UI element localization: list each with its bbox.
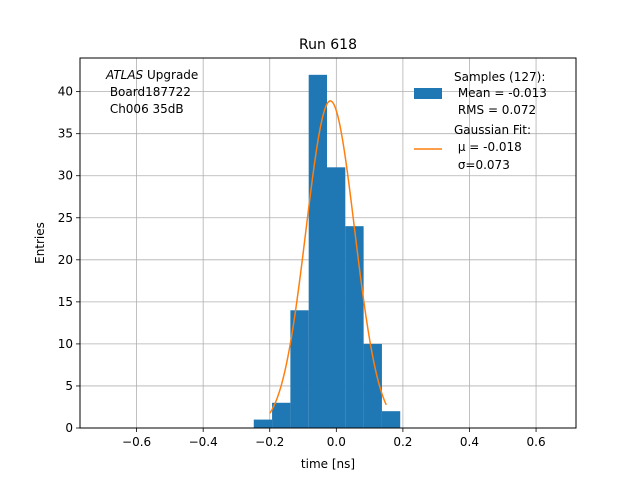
x-axis-label: time [ns] — [301, 457, 355, 471]
y-tick-label: 10 — [58, 337, 73, 351]
legend-fit-mu: μ = -0.018 — [454, 140, 522, 154]
y-tick-label: 5 — [65, 379, 73, 393]
histogram-bar — [290, 310, 309, 428]
y-tick-label: 30 — [58, 169, 73, 183]
x-tick-label: −0.4 — [189, 435, 218, 449]
x-axis-ticks: −0.6 −0.4 −0.2 0.0 0.2 0.4 0.6 — [122, 428, 546, 449]
chart-title: Run 618 — [299, 37, 357, 53]
x-tick-label: 0.0 — [327, 435, 346, 449]
x-tick-label: 0.4 — [460, 435, 479, 449]
annotation-channel: Ch006 35dB — [106, 102, 184, 116]
histogram-bar — [345, 226, 364, 428]
legend-samples-rms: RMS = 0.072 — [454, 103, 536, 117]
annotation-line-1: ATLAS Upgrade — [105, 68, 198, 82]
y-tick-label: 25 — [58, 211, 73, 225]
gaussian-fit-curve — [269, 100, 387, 414]
x-tick-label: 0.2 — [393, 435, 412, 449]
annotation-board: Board187722 — [106, 85, 191, 99]
histogram-bar — [363, 343, 382, 428]
legend-samples-mean: Mean = -0.013 — [454, 86, 547, 100]
x-tick-label: −0.6 — [122, 435, 151, 449]
y-tick-label: 0 — [65, 421, 73, 435]
gaussian-fit — [269, 100, 387, 414]
histogram-bar — [381, 411, 401, 428]
atlas-annotation: ATLAS Upgrade Board187722 Ch006 35dB — [105, 68, 198, 116]
histogram-bars — [253, 74, 401, 429]
annotation-atlas: ATLAS — [105, 68, 144, 82]
legend-fit-sigma: σ=0.073 — [454, 158, 510, 172]
y-tick-label: 15 — [58, 295, 73, 309]
histogram-bar — [327, 167, 346, 428]
y-axis-ticks: 0 5 10 15 20 25 30 35 40 — [58, 85, 80, 435]
y-tick-label: 35 — [58, 127, 73, 141]
x-tick-label: 0.6 — [527, 435, 546, 449]
annotation-upgrade: Upgrade — [143, 68, 198, 82]
histogram-bar — [308, 74, 328, 429]
legend-fit-label: Gaussian Fit: — [454, 123, 531, 137]
histogram-bar — [272, 402, 291, 428]
y-axis-label: Entries — [33, 222, 47, 264]
legend-samples-swatch — [414, 88, 442, 99]
x-tick-label: −0.2 — [255, 435, 284, 449]
histogram-bar — [253, 419, 273, 428]
plot-frame — [79, 57, 577, 429]
legend-samples-label: Samples (127): — [454, 70, 545, 84]
y-tick-label: 40 — [58, 85, 73, 99]
legend: Samples (127): Mean = -0.013 RMS = 0.072… — [414, 70, 547, 172]
y-tick-label: 20 — [58, 253, 73, 267]
